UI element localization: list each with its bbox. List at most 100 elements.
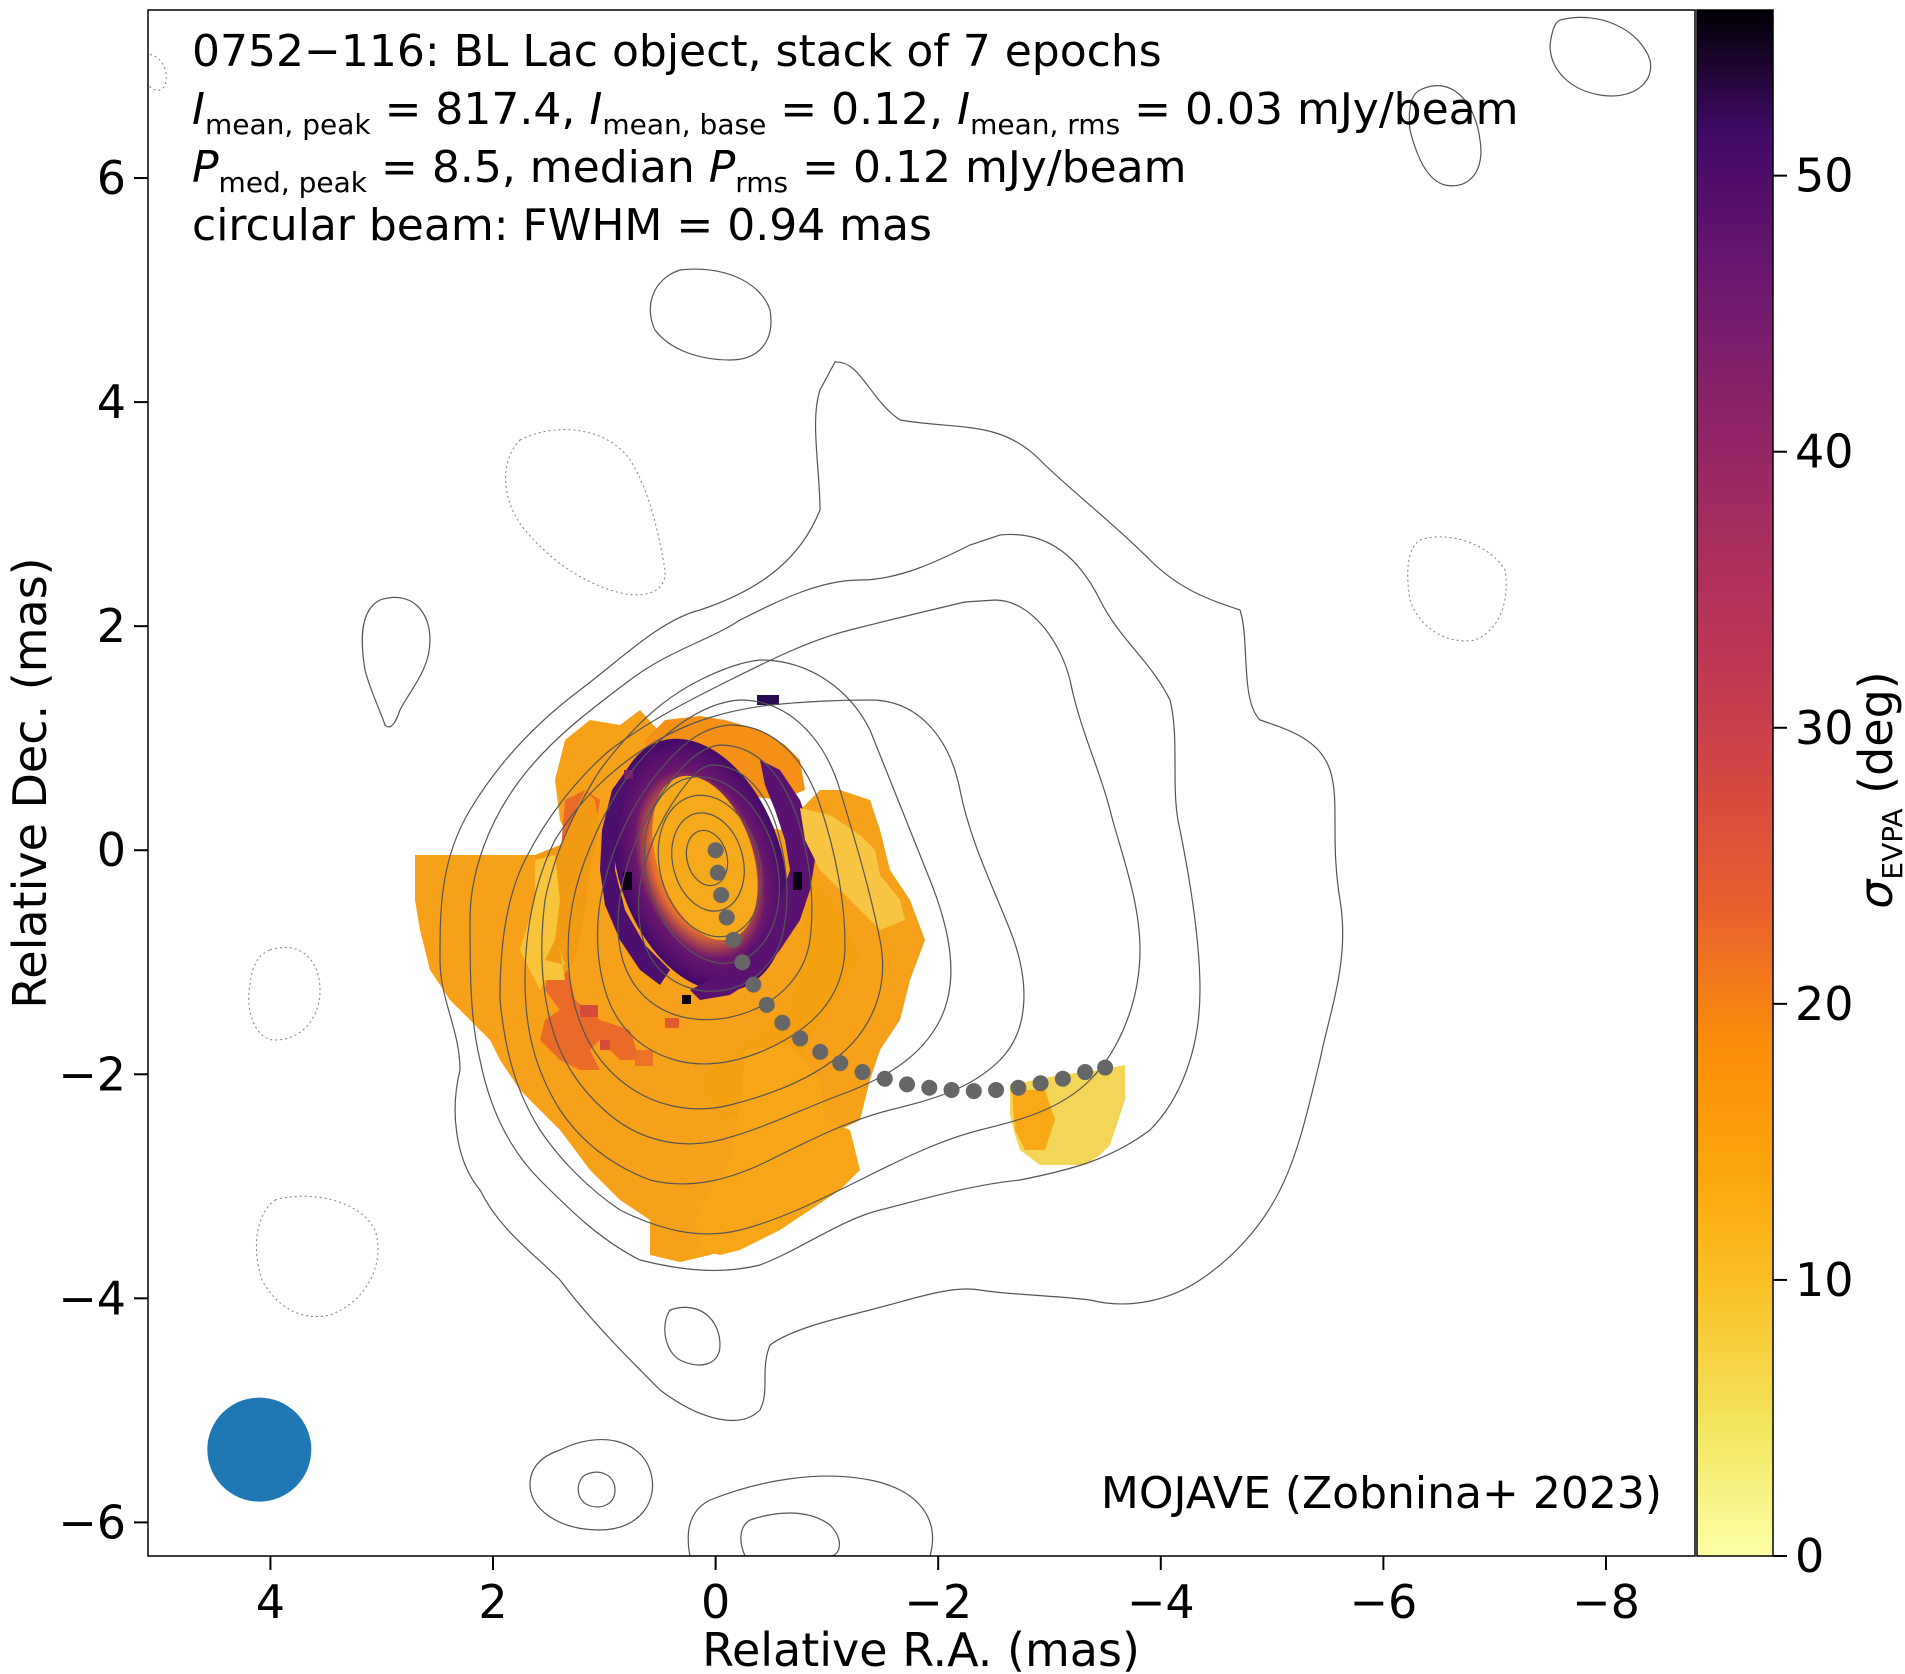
contour-level-3 [499,599,1141,1235]
ridge-point [854,1064,871,1081]
ridge-point [899,1076,916,1093]
pixel-black-3 [682,995,691,1004]
ridge-point [1077,1064,1094,1081]
ridge-point [774,1014,791,1031]
core-ring-west [690,760,815,1000]
x-tick-label: 2 [478,1575,507,1629]
y-tick-label: −6 [58,1495,126,1549]
ridge-point [1010,1079,1027,1096]
ridge-point [1054,1070,1071,1087]
credit-annotation: MOJAVE (Zobnina+ 2023) [1101,1468,1662,1519]
colorbar-tick-label: 40 [1795,425,1854,479]
x-axis-title: Relative R.A. (mas) [702,1623,1140,1674]
north-spot [757,695,779,705]
contour-isle-8 [687,1475,934,1556]
ridge-point [988,1081,1005,1098]
west-knot-orange [1012,1090,1055,1150]
ridge-point [758,996,775,1013]
pixel-black-2 [793,872,802,890]
x-tick-label: −4 [1127,1575,1195,1629]
x-tick-label: −8 [1572,1575,1640,1629]
contour-level-2 [469,533,1201,1272]
contour-isle-2 [649,268,772,361]
colorbar-ticks: 0 10 20 30 40 50 [1773,149,1854,1583]
colorbar-tick-label: 0 [1795,1529,1824,1583]
ridge-point [832,1055,849,1072]
contour-level-13 [685,829,729,887]
north-yellow-fill [800,808,905,930]
contour-isle-1 [361,596,431,728]
pixel-orange-1 [635,1050,653,1066]
contour-level-12 [671,812,745,912]
ridge-point [745,976,762,993]
contour-isle-5 [664,1306,721,1366]
y-tick-label: −4 [58,1271,126,1325]
pixel-black-1 [623,872,632,890]
title-line-4: circular beam: FWHM = 0.94 mas [192,200,932,251]
title-line-2: Imean, peak = 817.4, Imean, base = 0.12,… [192,84,1518,141]
negative-contours [148,53,1507,1317]
ridge-point [725,931,742,948]
x-tick-label: −2 [904,1575,972,1629]
plot-area [148,10,1695,1556]
contour-isle-7 [577,1471,616,1508]
south-jet-fill [695,1045,860,1255]
title-line-1: 0752−116: BL Lac object, stack of 7 epoc… [192,26,1162,77]
colorbar-tick-label: 30 [1795,701,1854,755]
contour-level-4 [524,699,1025,1185]
colorbar-gradient [1696,9,1774,1557]
y-tick-label: 6 [97,151,126,205]
plot-frame [147,9,1696,1557]
ridge-point [1032,1075,1049,1092]
pixel-red-3 [665,1018,679,1028]
pixel-red-1 [580,1005,598,1017]
ridge-point [734,954,751,971]
title-line-3: Pmed, peak = 8.5, median Prms = 0.12 mJy… [192,142,1186,199]
ridge-point [709,864,726,881]
contour-level-9 [637,764,788,992]
colorbar-tick-label: 10 [1795,1253,1854,1307]
contour-level-1 [439,361,1344,1421]
y-axis-title: Relative Dec. (mas) [3,557,57,1008]
colorbar-tick-label: 50 [1795,149,1854,203]
x-axis: 4 2 0 −2 −4 −6 −8 [256,1556,1640,1629]
map-layer [148,16,1652,1556]
colorbar-tick-label: 20 [1795,977,1854,1031]
contour-level-8 [617,744,813,1021]
title-annotation: 0752−116: BL Lac object, stack of 7 epoc… [192,26,1518,251]
ridge-point [792,1030,809,1047]
y-tick-label: 4 [97,375,126,429]
ridge-point [707,842,724,859]
x-tick-label: 4 [256,1575,285,1629]
colorbar: 0 10 20 30 40 50 σEVPA (deg) [1696,9,1905,1583]
x-tick-label: −6 [1349,1575,1417,1629]
ridge-point [921,1079,938,1096]
contour-isle-6 [529,1439,654,1531]
y-tick-label: 2 [97,599,126,653]
y-tick-label: −2 [58,1047,126,1101]
beam-ellipse [207,1397,312,1502]
y-axis: −6 −4 −2 0 2 4 6 [58,151,148,1549]
ridge-point [718,909,735,926]
jet-ridge-line [707,842,1114,1100]
intensity-contours [361,16,1652,1556]
contour-level-6 [567,699,884,1110]
contour-isle-3 [1408,85,1482,187]
neg-contour-5 [148,53,167,91]
colorbar-label: σEVPA (deg) [1849,671,1905,908]
contour-level-5 [541,659,952,1145]
ridge-point [943,1081,960,1098]
ridge-point [876,1070,893,1087]
core-center [652,775,758,941]
polarization-sigma-map [415,695,1125,1262]
neg-contour-2 [1407,536,1507,642]
neg-contour-4 [255,1195,379,1317]
neg-contour-1 [505,429,666,596]
contour-isle-9 [740,1512,840,1556]
contour-isle-4 [1549,16,1652,97]
x-tick-label: 0 [701,1575,730,1629]
ridge-point [965,1083,982,1100]
ridge-point [713,887,730,904]
contour-level-7 [596,724,846,1065]
